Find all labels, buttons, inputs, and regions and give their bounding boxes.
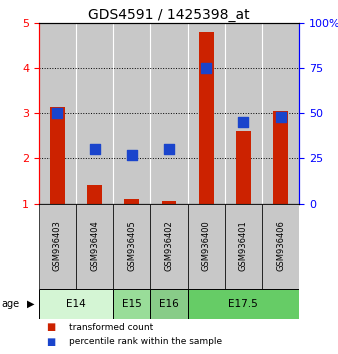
- Bar: [150, 204, 188, 289]
- Bar: [39, 23, 76, 204]
- Bar: [225, 23, 262, 204]
- Text: ■: ■: [46, 322, 55, 332]
- Text: ■: ■: [46, 337, 55, 347]
- Text: age: age: [2, 298, 20, 309]
- Bar: [50, 107, 65, 204]
- Bar: [262, 204, 299, 289]
- Bar: [188, 289, 299, 319]
- Text: percentile rank within the sample: percentile rank within the sample: [69, 337, 222, 346]
- Bar: [150, 289, 188, 319]
- Bar: [199, 32, 214, 204]
- Point: [129, 152, 135, 158]
- Text: transformed count: transformed count: [69, 323, 153, 332]
- Text: ▶: ▶: [27, 298, 34, 309]
- Bar: [76, 23, 113, 204]
- Text: GSM936400: GSM936400: [202, 221, 211, 272]
- Bar: [236, 131, 251, 204]
- Point: [92, 147, 97, 152]
- Point: [203, 65, 209, 71]
- Text: GSM936405: GSM936405: [127, 221, 136, 272]
- Text: E17.5: E17.5: [228, 298, 258, 309]
- Bar: [150, 23, 188, 204]
- Bar: [39, 204, 76, 289]
- Point: [55, 110, 60, 116]
- Point: [241, 119, 246, 125]
- Bar: [87, 185, 102, 204]
- Bar: [188, 23, 225, 204]
- Bar: [262, 23, 299, 204]
- Bar: [188, 204, 225, 289]
- Text: GSM936401: GSM936401: [239, 221, 248, 272]
- Text: E16: E16: [159, 298, 179, 309]
- Point: [278, 114, 283, 120]
- Text: E15: E15: [122, 298, 142, 309]
- Bar: [113, 289, 150, 319]
- Bar: [39, 289, 113, 319]
- Bar: [273, 111, 288, 204]
- Bar: [162, 201, 176, 204]
- Point: [166, 147, 172, 152]
- Text: GSM936402: GSM936402: [165, 221, 173, 272]
- Text: GSM936403: GSM936403: [53, 221, 62, 272]
- Title: GDS4591 / 1425398_at: GDS4591 / 1425398_at: [88, 8, 250, 22]
- Bar: [113, 204, 150, 289]
- Bar: [113, 23, 150, 204]
- Text: E14: E14: [66, 298, 86, 309]
- Text: GSM936404: GSM936404: [90, 221, 99, 272]
- Bar: [76, 204, 113, 289]
- Bar: [225, 204, 262, 289]
- Text: GSM936406: GSM936406: [276, 221, 285, 272]
- Bar: [124, 199, 139, 204]
